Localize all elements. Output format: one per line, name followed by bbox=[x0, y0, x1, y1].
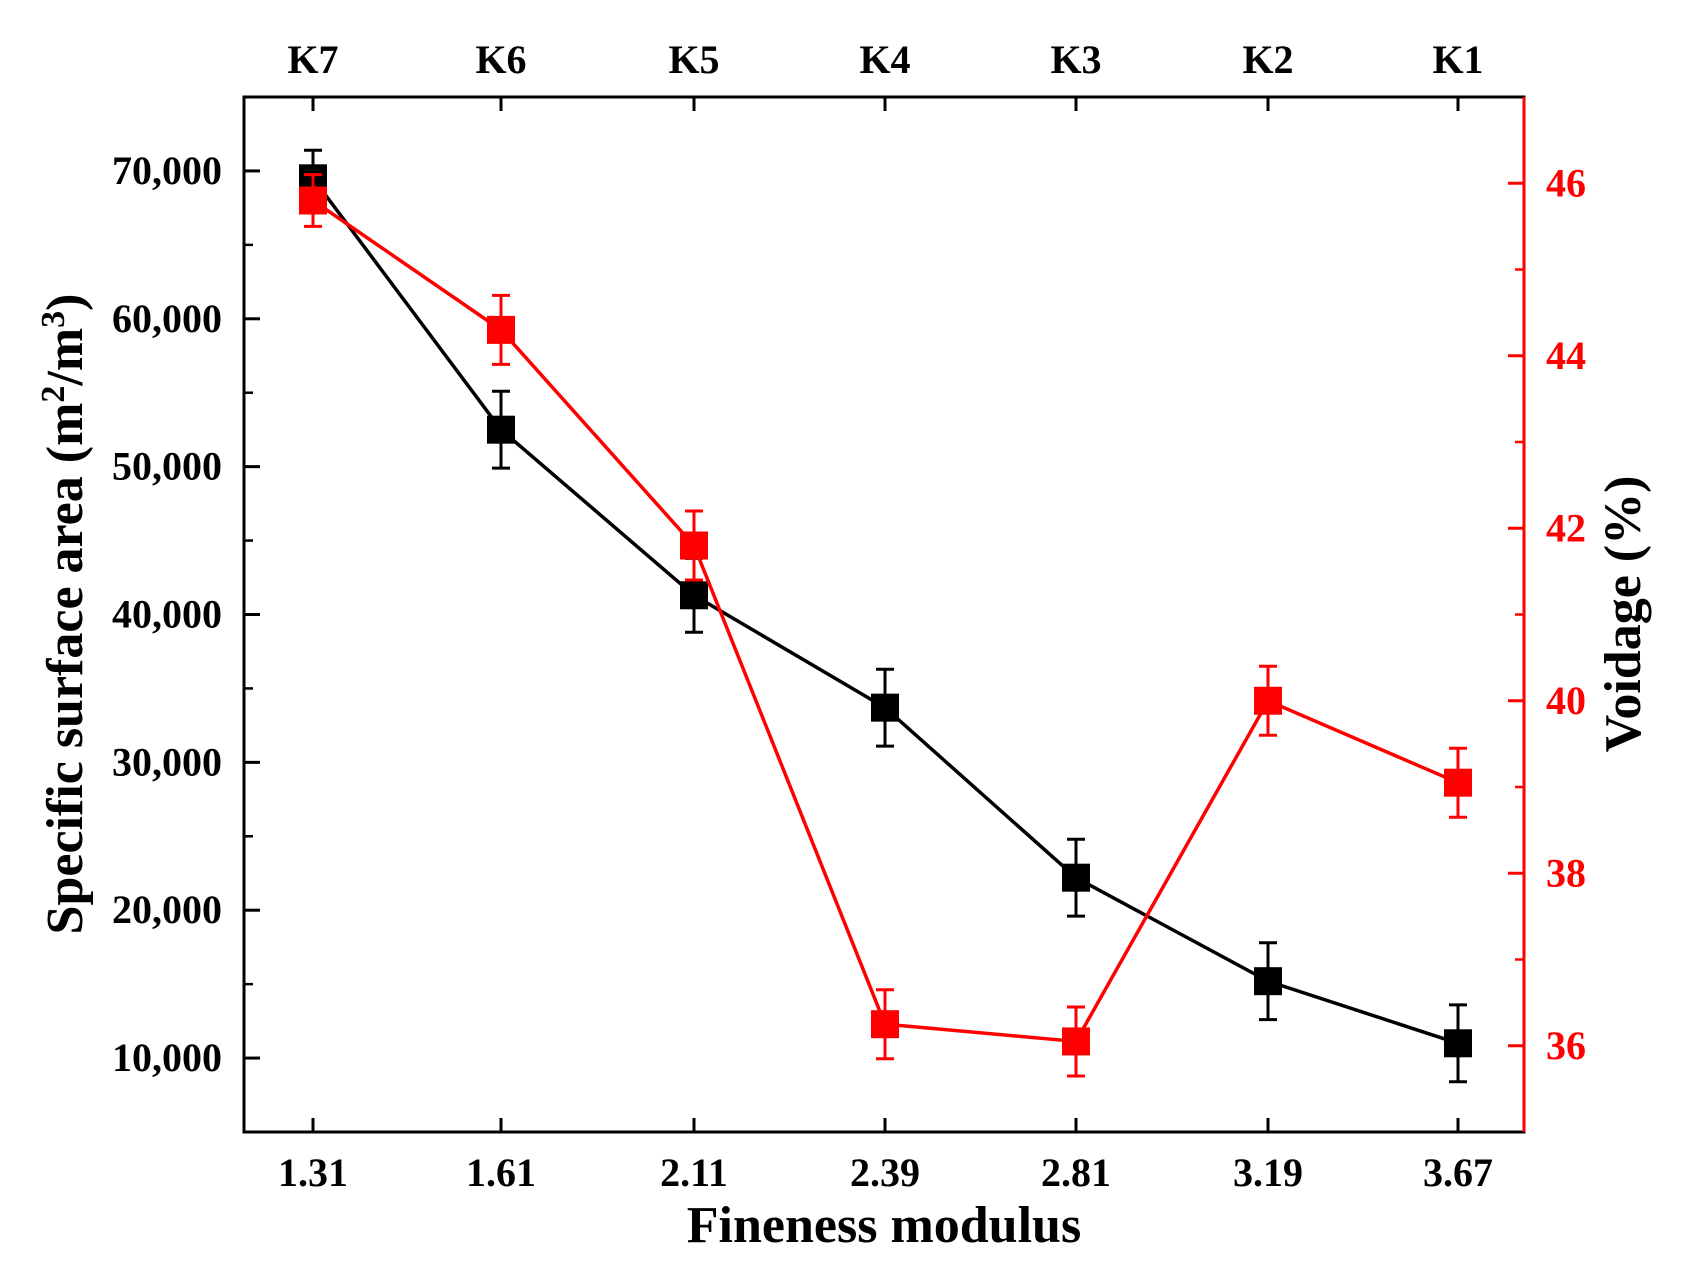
left-y-tick-label: 20,000 bbox=[112, 887, 222, 932]
series-line bbox=[312, 199, 1459, 1044]
data-point-marker bbox=[487, 315, 515, 344]
data-point-marker bbox=[299, 186, 327, 215]
x-tick-label-2.39: 2.39 bbox=[850, 1150, 920, 1195]
series-specific-surface-area bbox=[299, 148, 1472, 1084]
x-tick-label-1.61: 1.61 bbox=[466, 1150, 536, 1195]
right-y-tick-label: 42 bbox=[1546, 505, 1586, 550]
left-y-tick-label: 40,000 bbox=[112, 592, 222, 637]
x-tick-label-3.67: 3.67 bbox=[1423, 1150, 1493, 1195]
right-y-tick-label: 38 bbox=[1546, 850, 1586, 895]
left-y-tick-label: 30,000 bbox=[112, 739, 222, 784]
top-category-label-K1: K1 bbox=[1432, 37, 1483, 82]
x-tick-label-1.31: 1.31 bbox=[278, 1150, 348, 1195]
data-point-marker bbox=[1444, 1029, 1472, 1058]
plot-frame bbox=[242, 95, 1526, 1134]
right-y-tick-label: 36 bbox=[1546, 1023, 1586, 1068]
x-axis-title: Fineness modulus bbox=[687, 1197, 1081, 1254]
left-y-tick-label: 60,000 bbox=[112, 296, 222, 341]
data-point-marker bbox=[871, 1010, 899, 1039]
series-voidage bbox=[299, 173, 1472, 1078]
right-y-tick-label: 44 bbox=[1546, 333, 1586, 378]
data-point-marker bbox=[680, 531, 708, 560]
data-point-marker bbox=[1062, 863, 1090, 892]
left-y-tick-label: 50,000 bbox=[112, 444, 222, 489]
data-point-marker bbox=[1254, 967, 1282, 996]
x-tick-label-2.11: 2.11 bbox=[660, 1150, 728, 1195]
right-y-axis-title: Voidage (%) bbox=[1595, 476, 1652, 753]
top-category-label-K7: K7 bbox=[287, 37, 338, 82]
data-point-marker bbox=[871, 693, 899, 722]
left-y-axis-title: Specific surface area (m2/m3) bbox=[35, 294, 94, 935]
right-y-tick-label: 46 bbox=[1546, 160, 1586, 205]
right-y-tick-label: 40 bbox=[1546, 678, 1586, 723]
top-category-label-K6: K6 bbox=[475, 37, 526, 82]
data-point-marker bbox=[1254, 686, 1282, 715]
left-y-tick-label: 10,000 bbox=[112, 1035, 222, 1080]
data-point-marker bbox=[1444, 768, 1472, 797]
x-tick-label-2.81: 2.81 bbox=[1041, 1150, 1111, 1195]
series-line bbox=[311, 177, 1459, 1045]
data-point-marker bbox=[1062, 1027, 1090, 1056]
data-point-marker bbox=[680, 581, 708, 610]
top-category-label-K2: K2 bbox=[1242, 37, 1293, 82]
top-category-label-K5: K5 bbox=[668, 37, 719, 82]
x-tick-label-3.19: 3.19 bbox=[1233, 1150, 1303, 1195]
top-category-label-K4: K4 bbox=[859, 37, 910, 82]
data-point-marker bbox=[487, 415, 515, 444]
top-category-label-K3: K3 bbox=[1050, 37, 1101, 82]
left-y-tick-label: 70,000 bbox=[112, 148, 222, 193]
